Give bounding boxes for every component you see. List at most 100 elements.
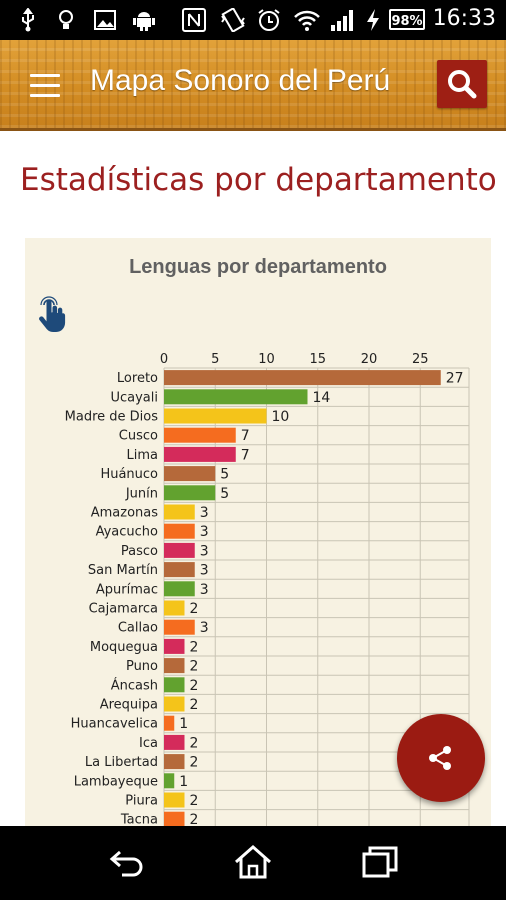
category-label: Loreto (117, 371, 158, 386)
page-title: Estadísticas por departamento (20, 162, 497, 198)
category-label: Huancavelica (71, 717, 158, 732)
alarm-icon (258, 9, 280, 31)
category-label: Apurímac (96, 582, 158, 597)
category-label: La Libertad (85, 755, 158, 770)
category-label: Áncash (111, 677, 158, 693)
recents-icon[interactable] (360, 842, 400, 882)
data-label: 2 (190, 601, 199, 617)
touch-hand-icon[interactable] (35, 296, 69, 334)
bar (164, 504, 195, 520)
bar (164, 370, 441, 386)
bar (164, 542, 195, 558)
data-label: 2 (190, 697, 199, 713)
bar (164, 389, 308, 405)
data-label: 3 (200, 582, 209, 598)
bar (164, 715, 175, 731)
bar (164, 754, 185, 770)
data-label: 1 (179, 774, 188, 790)
lightbulb-icon (59, 10, 73, 29)
data-label: 3 (200, 563, 209, 579)
bar (164, 658, 185, 674)
data-label: 5 (220, 467, 229, 483)
share-button[interactable] (397, 714, 485, 802)
category-label: Ucayali (110, 390, 158, 405)
share-icon (429, 746, 451, 770)
bar (164, 677, 185, 693)
data-label: 2 (190, 639, 199, 655)
bar (164, 600, 185, 616)
clock: 16:33 (432, 6, 496, 31)
category-label: Amazonas (91, 506, 159, 521)
category-label: Lambayeque (74, 774, 158, 789)
data-label: 1 (179, 716, 188, 732)
category-label: Madre de Dios (65, 410, 159, 425)
back-icon[interactable] (108, 842, 148, 882)
bar (164, 619, 195, 635)
category-label: Huánuco (100, 467, 158, 482)
data-label: 2 (190, 812, 199, 828)
home-icon[interactable] (233, 842, 273, 882)
x-tick-label: 20 (361, 352, 378, 367)
category-label: Puno (126, 659, 158, 674)
category-label: Tacna (120, 813, 158, 828)
x-tick-label: 10 (258, 352, 275, 367)
category-label: Ica (139, 736, 158, 751)
x-tick-label: 25 (412, 352, 429, 367)
data-label: 2 (190, 793, 199, 809)
data-label: 2 (190, 735, 199, 751)
category-label: Junín (125, 486, 158, 501)
data-label: 2 (190, 678, 199, 694)
category-label: Cajamarca (89, 602, 158, 617)
bar (164, 581, 195, 597)
chart-card: Lenguas por departamento 0 5 10 15 20 25 Loret… (25, 238, 491, 838)
battery-indicator: 98% (389, 9, 425, 30)
signal-icon (331, 10, 353, 31)
bar (164, 638, 185, 654)
usb-icon (22, 8, 34, 32)
bar (164, 466, 216, 482)
data-label: 3 (200, 620, 209, 636)
category-label: Callao (118, 621, 158, 636)
data-label: 7 (241, 428, 250, 444)
category-label: Piura (125, 794, 158, 809)
x-tick-label: 0 (160, 352, 168, 367)
category-label: Ayacucho (96, 525, 158, 540)
bar (164, 773, 175, 789)
hamburger-menu-icon[interactable] (30, 74, 60, 97)
chart-title: Lenguas por departamento (129, 256, 387, 278)
wifi-icon (294, 10, 320, 31)
data-label: 7 (241, 447, 250, 463)
data-label: 3 (200, 543, 209, 559)
bar (164, 408, 267, 424)
category-label: San Martín (88, 563, 158, 578)
data-label: 2 (190, 755, 199, 771)
data-label: 5 (220, 486, 229, 502)
bar (164, 562, 195, 578)
data-label: 3 (200, 505, 209, 521)
image-icon (94, 10, 116, 30)
bar (164, 734, 185, 750)
bar (164, 792, 185, 808)
android-icon (133, 12, 155, 31)
bar (164, 811, 185, 827)
category-label: Moquegua (90, 640, 158, 655)
vibrate-icon (221, 8, 245, 32)
data-label: 14 (313, 390, 331, 406)
bar (164, 446, 236, 462)
category-label: Pasco (121, 544, 158, 559)
bar (164, 427, 236, 443)
bar (164, 696, 185, 712)
search-button[interactable] (437, 60, 487, 108)
x-tick-label: 15 (309, 352, 326, 367)
bar (164, 485, 216, 501)
search-icon (448, 70, 477, 99)
app-bar: Mapa Sonoro del Perú (0, 40, 506, 131)
charging-icon (367, 9, 379, 31)
category-label: Lima (127, 448, 158, 463)
x-tick-label: 5 (211, 352, 219, 367)
data-label: 3 (200, 524, 209, 540)
app-title: Mapa Sonoro del Perú (90, 64, 391, 97)
status-bar: 98% 16:33 (0, 0, 506, 40)
data-label: 2 (190, 659, 199, 675)
